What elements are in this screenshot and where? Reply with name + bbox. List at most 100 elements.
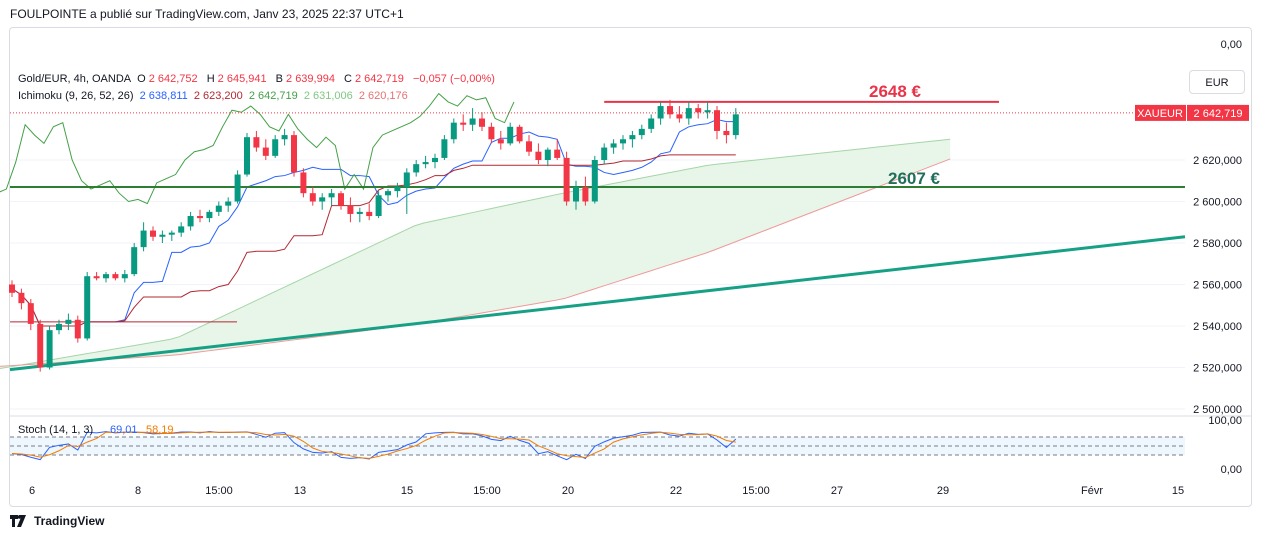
candle-body[interactable] (178, 226, 185, 233)
candle-body[interactable] (516, 126, 523, 142)
ascending-trendline[interactable] (9, 235, 1186, 372)
price-tick-label: 2 620,000 (1193, 155, 1242, 167)
footer: TradingView (10, 514, 104, 528)
candle-body[interactable] (638, 128, 645, 136)
chikou-value: 2 642,719 (248, 90, 298, 102)
price-tick-label: 2 500,000 (1193, 404, 1242, 416)
currency-button[interactable]: EUR (1189, 70, 1245, 94)
candle-body[interactable] (732, 114, 739, 136)
candle-body[interactable] (591, 160, 598, 202)
candle-body[interactable] (403, 172, 410, 187)
candle-body[interactable] (131, 247, 138, 275)
candle-body[interactable] (253, 137, 260, 148)
candle-body[interactable] (563, 157, 570, 202)
candle-body[interactable] (272, 139, 279, 156)
time-axis: 6 8 15:00 13 15 15:00 20 22 15:00 27 29 Févr 15 (29, 485, 1184, 497)
candle-body[interactable] (526, 141, 532, 152)
open-value: 2 642,752 (148, 73, 198, 85)
candle-body[interactable] (197, 216, 203, 219)
candle-body[interactable] (714, 110, 720, 131)
candle-body[interactable] (281, 135, 288, 140)
candle-body[interactable] (685, 108, 692, 119)
candle-body[interactable] (309, 193, 316, 202)
candle-body[interactable] (394, 186, 401, 192)
candle-body[interactable] (422, 162, 429, 165)
candle-body[interactable] (74, 319, 81, 339)
candle-body[interactable] (93, 276, 100, 279)
candle-body[interactable] (168, 232, 175, 235)
candle-body[interactable] (37, 323, 44, 368)
candle-body[interactable] (441, 139, 448, 158)
candle-body[interactable] (225, 201, 232, 206)
candle-body[interactable] (27, 303, 34, 324)
candle-body[interactable] (460, 122, 467, 125)
candle-body[interactable] (112, 274, 119, 279)
candle-body[interactable] (497, 139, 504, 144)
candle-body[interactable] (695, 108, 702, 113)
candle-body[interactable] (610, 143, 617, 148)
candle-body[interactable] (234, 174, 241, 202)
support-annotation: 2607 € (888, 169, 941, 188)
candle-body[interactable] (150, 230, 156, 237)
candle-body[interactable] (375, 195, 382, 217)
candle-body[interactable] (704, 110, 711, 113)
candle-body[interactable] (582, 186, 589, 202)
candle-body[interactable] (450, 122, 457, 140)
candle-body[interactable] (676, 114, 683, 119)
time-tick-label: 15 (401, 485, 413, 497)
candle-body[interactable] (535, 151, 542, 160)
candle-body[interactable] (215, 205, 222, 212)
candle-body[interactable] (65, 319, 72, 324)
candle-body[interactable] (488, 126, 495, 140)
candle-body[interactable] (319, 197, 326, 202)
candle-body[interactable] (262, 147, 269, 156)
low-label: B (275, 73, 284, 85)
candle-body[interactable] (244, 137, 250, 175)
candle-body[interactable] (601, 147, 608, 160)
candle-body[interactable] (573, 186, 579, 202)
price-tick-label: 2 580,000 (1193, 238, 1242, 250)
candle-body[interactable] (554, 149, 561, 158)
time-tick-label: 6 (29, 485, 35, 497)
time-tick-label: Févr (1081, 485, 1103, 497)
kijun-sen-line (11, 154, 736, 327)
candle-body[interactable] (507, 126, 514, 144)
candle-body[interactable] (620, 139, 626, 144)
candle-body[interactable] (206, 211, 213, 219)
candle-body[interactable] (356, 211, 363, 214)
candle-body[interactable] (46, 330, 53, 368)
candle-body[interactable] (657, 106, 664, 119)
price-tag-symbol: XAUEUR (1137, 108, 1183, 120)
candle-body[interactable] (385, 191, 391, 196)
candle-body[interactable] (121, 274, 128, 279)
candle-body[interactable] (479, 118, 485, 127)
candle-body[interactable] (629, 135, 636, 140)
candle-body[interactable] (187, 216, 194, 227)
candle-body[interactable] (544, 149, 551, 160)
candle-body[interactable] (18, 292, 25, 304)
candle-body[interactable] (347, 205, 354, 214)
ichimoku-cloud (0, 138, 951, 370)
candle-body[interactable] (366, 211, 373, 217)
candle-body[interactable] (9, 284, 15, 293)
candle-body[interactable] (723, 130, 730, 136)
candle-body[interactable] (338, 193, 344, 206)
chart-frame (9, 27, 1252, 507)
candle-body[interactable] (140, 230, 147, 248)
candle-body[interactable] (159, 234, 166, 237)
price-tag-symbol-bg (1135, 104, 1186, 121)
tenkan-value: 2 638,811 (139, 90, 188, 102)
candle-body[interactable] (432, 157, 438, 163)
candle-body[interactable] (328, 193, 335, 198)
candle-body[interactable] (103, 274, 109, 279)
candle-body[interactable] (291, 135, 297, 173)
candle-body[interactable] (300, 172, 307, 194)
candle-body[interactable] (56, 323, 62, 331)
candle-body[interactable] (84, 276, 91, 339)
candle-body[interactable] (667, 106, 673, 115)
candle-body[interactable] (413, 164, 420, 173)
candle-body[interactable] (648, 118, 655, 129)
candle-body[interactable] (469, 118, 476, 125)
